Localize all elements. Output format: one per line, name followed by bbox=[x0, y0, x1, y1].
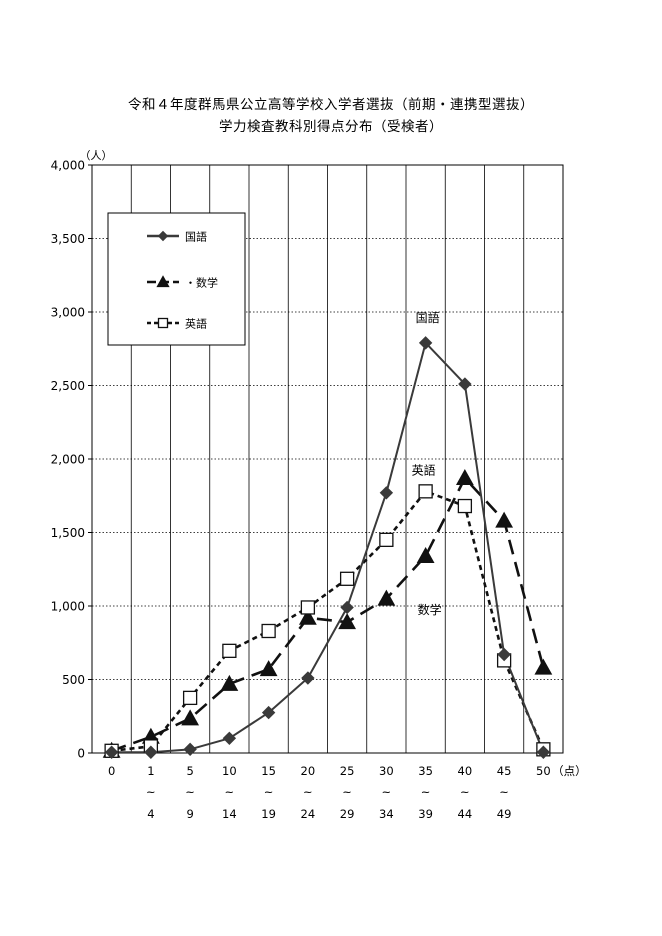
x-tick-label-bottom: 34 bbox=[379, 807, 394, 821]
data-point-series-1 bbox=[181, 709, 200, 726]
y-axis-label: （人） bbox=[80, 149, 113, 162]
data-point-series-2 bbox=[379, 532, 394, 547]
data-point-series-1 bbox=[416, 546, 435, 563]
legend-marker-0 bbox=[157, 230, 169, 242]
x-tick-label-sep: ~ bbox=[303, 785, 313, 799]
series-annotation-2: 数学 bbox=[418, 602, 442, 617]
data-point-series-2 bbox=[300, 600, 316, 615]
data-point-series-2 bbox=[222, 643, 237, 658]
data-point-series-0 bbox=[144, 745, 158, 759]
legend-marker-1 bbox=[156, 275, 170, 288]
legend-label-2: 英語 bbox=[185, 317, 207, 331]
x-tick-label-sep: ~ bbox=[460, 785, 470, 799]
chart-title: 令和４年度群馬県公立高等学校入学者選抜（前期・連携型選抜） bbox=[128, 97, 534, 113]
data-point-series-0 bbox=[183, 742, 197, 757]
data-point-series-2 bbox=[339, 571, 355, 586]
data-point-series-1 bbox=[377, 589, 396, 606]
data-point-series-2 bbox=[182, 690, 198, 706]
y-tick-label: 0 bbox=[77, 747, 85, 761]
x-tick-label-top: 5 bbox=[186, 764, 193, 778]
y-tick-label: 3,000 bbox=[51, 306, 85, 320]
x-tick-label-sep: ~ bbox=[499, 785, 509, 799]
data-point-series-0 bbox=[261, 705, 276, 720]
x-tick-label-bottom: 44 bbox=[458, 807, 473, 821]
x-tick-label-bottom: 29 bbox=[340, 807, 355, 821]
x-tick-label-top: 1 bbox=[147, 764, 154, 778]
data-point-series-0 bbox=[458, 377, 472, 391]
x-tick-label-top: 0 bbox=[108, 764, 115, 778]
x-tick-label-sep: ~ bbox=[146, 785, 156, 799]
x-tick-label-top: 45 bbox=[497, 764, 512, 778]
data-point-series-1 bbox=[338, 613, 357, 630]
x-tick-label-bottom: 4 bbox=[147, 807, 154, 821]
x-tick-label-top: 30 bbox=[379, 764, 394, 778]
x-tick-label-sep: ~ bbox=[421, 785, 431, 799]
y-tick-label: 4,000 bbox=[51, 159, 85, 173]
data-point-series-2 bbox=[457, 498, 473, 514]
x-tick-label-bottom: 14 bbox=[222, 807, 237, 821]
chart-title-block: 令和４年度群馬県公立高等学校入学者選抜（前期・連携型選抜） 学力検査教科別得点分… bbox=[0, 94, 662, 138]
data-point-series-0 bbox=[379, 486, 394, 500]
x-axis-label: （点） bbox=[552, 764, 587, 778]
x-tick-label-top: 35 bbox=[418, 764, 433, 778]
series-annotation-1: 英語 bbox=[412, 462, 436, 477]
data-point-series-0 bbox=[301, 671, 315, 685]
x-tick-label-bottom: 19 bbox=[261, 807, 276, 821]
y-tick-label: 2,500 bbox=[51, 379, 85, 393]
legend-box bbox=[107, 212, 246, 346]
x-tick-label-top: 15 bbox=[261, 764, 276, 778]
legend-label-1: ・数学 bbox=[185, 276, 218, 290]
data-point-series-1 bbox=[495, 511, 514, 528]
data-point-series-2 bbox=[418, 484, 433, 499]
x-tick-label-bottom: 39 bbox=[418, 807, 433, 821]
series-line-0 bbox=[111, 341, 545, 753]
x-tick-label-sep: ~ bbox=[264, 785, 274, 799]
x-tick-label-sep: ~ bbox=[225, 785, 235, 799]
x-tick-label-sep: ~ bbox=[185, 785, 195, 799]
data-point-series-1 bbox=[534, 658, 553, 675]
data-point-series-0 bbox=[340, 600, 354, 615]
x-tick-label-top: 50 bbox=[536, 764, 551, 778]
data-point-series-0 bbox=[536, 745, 551, 759]
x-tick-label-bottom: 49 bbox=[497, 807, 512, 821]
data-point-series-0 bbox=[222, 731, 237, 746]
x-tick-label-bottom: 24 bbox=[301, 807, 316, 821]
x-tick-label-sep: ~ bbox=[342, 785, 352, 799]
x-tick-label-sep: ~ bbox=[382, 785, 392, 799]
y-tick-label: 1,500 bbox=[51, 526, 85, 540]
x-tick-label-top: 25 bbox=[340, 764, 355, 778]
y-tick-label: 500 bbox=[62, 673, 85, 687]
x-tick-label-top: 40 bbox=[458, 764, 473, 778]
legend-marker-2 bbox=[157, 317, 169, 329]
y-tick-label: 1,000 bbox=[51, 600, 85, 614]
data-point-series-1 bbox=[455, 469, 474, 486]
data-point-series-1 bbox=[259, 660, 278, 677]
series-annotation-0: 国語 bbox=[416, 310, 440, 325]
chart-subtitle: 学力検査教科別得点分布（受検者） bbox=[219, 119, 443, 135]
x-tick-label-top: 20 bbox=[301, 764, 316, 778]
data-point-series-0 bbox=[104, 745, 119, 759]
legend-label-0: 国語 bbox=[185, 230, 207, 244]
data-point-series-2 bbox=[261, 623, 276, 639]
data-point-series-0 bbox=[497, 647, 511, 662]
data-point-series-1 bbox=[298, 608, 317, 625]
x-tick-label-bottom: 9 bbox=[186, 807, 193, 821]
series-line-2 bbox=[111, 490, 545, 753]
data-point-series-0 bbox=[418, 336, 433, 350]
data-point-series-1 bbox=[220, 674, 239, 691]
x-tick-label-top: 10 bbox=[222, 764, 237, 778]
y-tick-label: 2,000 bbox=[51, 453, 85, 467]
y-tick-label: 3,500 bbox=[51, 232, 85, 246]
